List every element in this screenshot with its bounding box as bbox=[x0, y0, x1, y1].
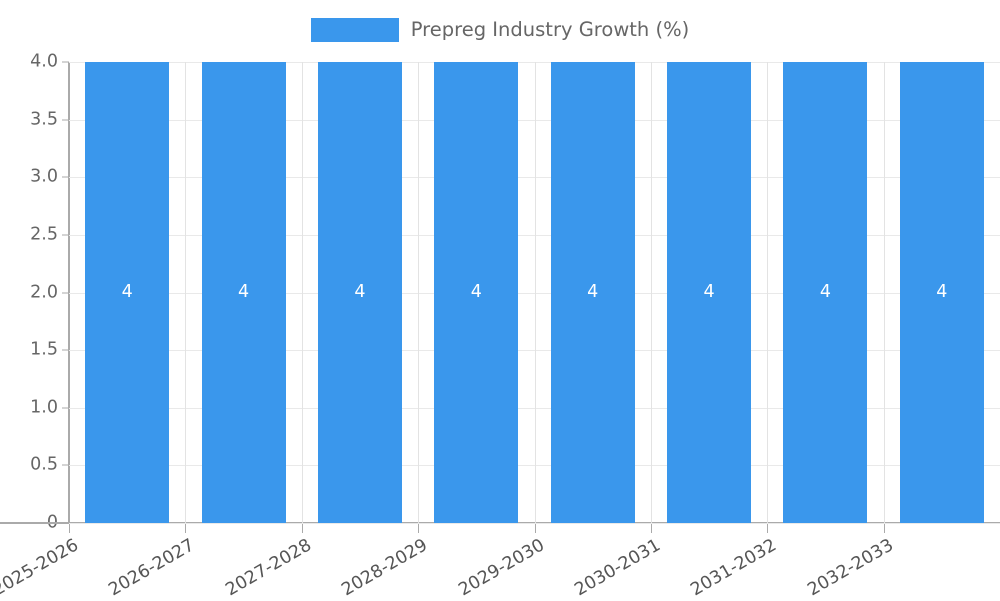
y-axis-tick-label: 4.0 bbox=[30, 51, 58, 72]
y-axis-tick-mark bbox=[62, 61, 69, 63]
gridline-vertical bbox=[185, 62, 186, 523]
x-axis-tick-label: 2030-2031 bbox=[571, 535, 664, 601]
bar[interactable]: 4 bbox=[85, 62, 170, 523]
bar[interactable]: 4 bbox=[434, 62, 519, 523]
bar[interactable]: 4 bbox=[667, 62, 752, 523]
y-axis-tick-label: 2.0 bbox=[30, 281, 58, 302]
bar[interactable]: 4 bbox=[201, 62, 286, 523]
y-axis-tick-mark bbox=[62, 292, 69, 293]
y-axis-tick-label: 1.5 bbox=[30, 339, 58, 360]
x-axis-tick-label: 2028-2029 bbox=[338, 535, 431, 601]
legend-label-prepreg-industry-growth: Prepreg Industry Growth (%) bbox=[410, 18, 690, 42]
plot-area: 4 4 4 4 4 4 4 4 bbox=[69, 62, 1000, 524]
x-axis-tick-mark bbox=[418, 524, 419, 533]
gridline-vertical bbox=[302, 62, 303, 523]
y-axis-tick-label: 0.5 bbox=[30, 454, 58, 475]
bar-value-label: 4 bbox=[121, 281, 133, 302]
gridline-horizontal bbox=[69, 62, 1000, 63]
y-axis-tick-mark bbox=[62, 464, 69, 466]
bar-value-label: 4 bbox=[587, 281, 599, 302]
gridline-horizontal bbox=[69, 350, 1000, 352]
y-axis-tick-labels: 00.51.01.52.02.53.03.54.0 bbox=[0, 0, 69, 600]
gridline-horizontal bbox=[69, 292, 1000, 294]
chart-legend: Prepreg Industry Growth (%) bbox=[0, 10, 1000, 50]
y-axis-tick-label: 2.5 bbox=[30, 224, 58, 245]
bar[interactable]: 4 bbox=[317, 62, 402, 523]
gridline-horizontal bbox=[69, 407, 1000, 409]
bar[interactable]: 4 bbox=[783, 62, 868, 523]
y-axis-tick-mark bbox=[62, 349, 69, 351]
x-axis-tick-mark bbox=[535, 524, 536, 533]
x-axis-tick-mark bbox=[767, 524, 768, 533]
gridline-horizontal bbox=[69, 465, 1000, 467]
gridline-horizontal bbox=[69, 119, 1000, 121]
gridline-horizontal bbox=[69, 177, 1000, 179]
x-axis-tick-mark bbox=[69, 524, 70, 533]
bar-value-label: 4 bbox=[470, 281, 482, 302]
x-axis-tick-mark bbox=[884, 524, 885, 533]
x-axis-tick-label: 2026-2027 bbox=[105, 535, 198, 601]
bar-value-label: 4 bbox=[819, 281, 831, 302]
x-axis-tick-mark bbox=[651, 524, 652, 533]
gridline-horizontal bbox=[69, 234, 1000, 236]
y-axis-tick-label: 1.0 bbox=[30, 397, 58, 417]
y-axis-tick-mark bbox=[62, 119, 69, 121]
x-axis-tick-mark bbox=[302, 524, 303, 533]
y-axis-tick-label: 3.5 bbox=[30, 108, 58, 129]
x-axis-tick-label: 2032-2033 bbox=[804, 535, 897, 601]
bar-value-label: 4 bbox=[703, 281, 715, 302]
bar-value-label: 4 bbox=[936, 281, 948, 302]
y-axis-tick-mark bbox=[62, 176, 69, 178]
gridline-vertical bbox=[651, 62, 652, 523]
bar[interactable]: 4 bbox=[899, 62, 984, 523]
x-axis-tick-mark bbox=[185, 524, 186, 533]
y-axis-tick-mark bbox=[62, 407, 69, 409]
y-axis-tick-label: 3.0 bbox=[30, 166, 58, 187]
x-axis-tick-label: 2027-2028 bbox=[222, 535, 315, 601]
bar-value-label: 4 bbox=[354, 281, 366, 302]
x-axis-tick-label: 2029-2030 bbox=[455, 535, 548, 601]
gridline-vertical bbox=[884, 62, 885, 523]
bar-value-label: 4 bbox=[237, 281, 250, 302]
x-axis-tick-label: 2031-2032 bbox=[687, 535, 780, 601]
legend-swatch-prepreg-industry-growth bbox=[310, 18, 399, 42]
gridline-vertical bbox=[767, 62, 768, 523]
gridline-vertical bbox=[418, 62, 419, 523]
y-axis-tick-mark bbox=[62, 234, 69, 236]
bar[interactable]: 4 bbox=[550, 62, 635, 523]
gridline-horizontal bbox=[69, 523, 1000, 524]
gridline-vertical bbox=[535, 62, 536, 523]
